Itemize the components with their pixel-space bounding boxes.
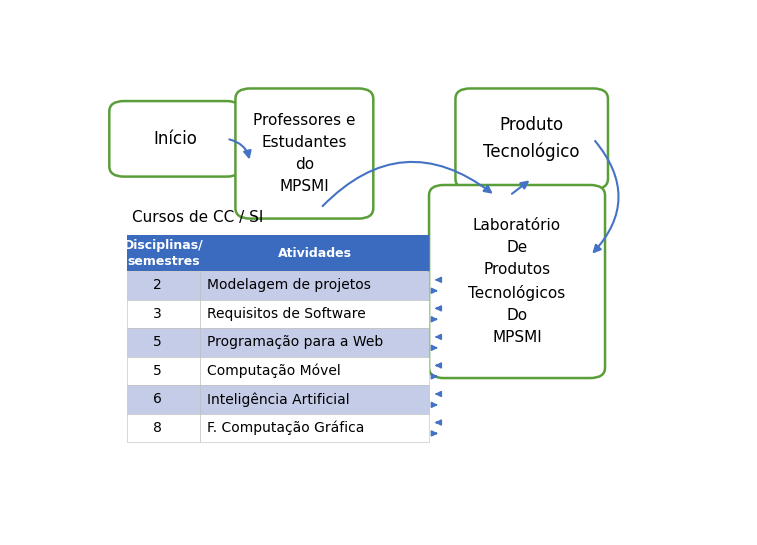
Text: Início: Início — [154, 130, 198, 148]
Text: 5: 5 — [153, 335, 161, 349]
FancyBboxPatch shape — [127, 385, 200, 414]
FancyBboxPatch shape — [200, 271, 429, 300]
Text: Disciplinas/
semestres: Disciplinas/ semestres — [123, 239, 204, 268]
FancyBboxPatch shape — [235, 88, 373, 219]
FancyBboxPatch shape — [127, 414, 200, 442]
FancyBboxPatch shape — [200, 356, 429, 385]
Text: Inteligência Artificial: Inteligência Artificial — [207, 392, 350, 407]
FancyBboxPatch shape — [200, 414, 429, 442]
Text: Modelagem de projetos: Modelagem de projetos — [207, 278, 371, 292]
Text: 3: 3 — [153, 307, 161, 321]
FancyBboxPatch shape — [200, 300, 429, 328]
FancyBboxPatch shape — [127, 356, 200, 385]
Text: F. Computação Gráfica: F. Computação Gráfica — [207, 421, 365, 435]
FancyBboxPatch shape — [200, 235, 429, 271]
Text: 8: 8 — [153, 421, 161, 435]
Text: Produto
Tecnológico: Produto Tecnológico — [484, 116, 580, 161]
FancyBboxPatch shape — [127, 271, 200, 300]
FancyBboxPatch shape — [429, 185, 605, 378]
Text: Requisitos de Software: Requisitos de Software — [207, 307, 366, 321]
Text: Programação para a Web: Programação para a Web — [207, 335, 384, 349]
Text: Computação Móvel: Computação Móvel — [207, 364, 341, 378]
Text: 2: 2 — [153, 278, 161, 292]
Text: 6: 6 — [153, 392, 161, 407]
FancyBboxPatch shape — [200, 328, 429, 356]
FancyBboxPatch shape — [127, 300, 200, 328]
Text: 5: 5 — [153, 364, 161, 378]
FancyBboxPatch shape — [109, 101, 241, 177]
Text: Professores e
Estudantes
do
MPSMI: Professores e Estudantes do MPSMI — [253, 113, 356, 195]
Text: Atividades: Atividades — [278, 247, 352, 260]
FancyBboxPatch shape — [200, 385, 429, 414]
FancyBboxPatch shape — [127, 328, 200, 356]
FancyBboxPatch shape — [456, 88, 608, 189]
Text: Cursos de CC / SI: Cursos de CC / SI — [132, 210, 263, 225]
Text: Laboratório
De
Produtos
Tecnológicos
Do
MPSMI: Laboratório De Produtos Tecnológicos Do … — [469, 217, 565, 346]
FancyBboxPatch shape — [127, 235, 200, 271]
